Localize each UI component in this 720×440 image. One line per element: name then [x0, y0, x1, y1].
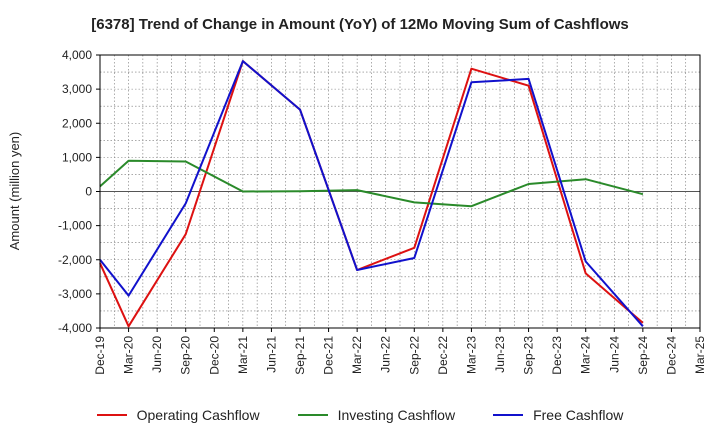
legend-item-operating-cashflow: Operating Cashflow [96, 407, 260, 423]
x-tick-label: Sep-22 [407, 336, 421, 375]
legend-swatch [96, 414, 127, 416]
y-tick-label: 3,000 [62, 82, 92, 96]
legend-label: Operating Cashflow [136, 407, 260, 423]
x-tick-label: Dec-21 [322, 336, 336, 375]
x-tick-label: Sep-21 [293, 336, 307, 375]
x-tick-label: Mar-24 [579, 336, 593, 374]
x-tick-label: Jun-22 [379, 336, 393, 373]
x-tick-label: Dec-19 [93, 336, 107, 375]
series-line-investing-cashflow [99, 159, 644, 208]
x-tick-label: Mar-25 [693, 336, 707, 374]
legend-item-free-cashflow: Free Cashflow [493, 407, 623, 423]
x-tick-label: Jun-24 [607, 336, 621, 373]
x-tick-label: Dec-20 [207, 336, 221, 375]
y-axis-title: Amount (million yen) [7, 132, 22, 251]
legend-swatch [493, 414, 524, 416]
y-tick-label: 0 [85, 185, 92, 199]
x-tick-label: Dec-22 [436, 336, 450, 375]
y-tick-label: 4,000 [62, 48, 92, 62]
y-tick-label: -2,000 [58, 253, 92, 267]
chart-title: [6378] Trend of Change in Amount (YoY) o… [91, 16, 629, 33]
x-tick-label: Mar-23 [464, 336, 478, 374]
y-tick-label: -4,000 [58, 321, 92, 335]
y-tick-label: -3,000 [58, 287, 92, 301]
x-tick-label: Jun-21 [264, 336, 278, 373]
y-tick-label: -1,000 [58, 219, 92, 233]
y-axis: 4,000 3,000 2,000 1,000 0 -1,000 -2,000 -3,000 -… [58, 48, 100, 335]
legend-label: Investing Cashflow [337, 407, 456, 423]
y-tick-label: 1,000 [62, 150, 92, 164]
x-axis: Dec-19 Mar-20 Jun-20 Sep-20 Dec-20 Mar-21 Jun-… [93, 328, 707, 375]
x-tick-label: Jun-20 [150, 336, 164, 373]
series-line-free-cashflow [99, 60, 644, 327]
x-tick-label: Jun-23 [493, 336, 507, 373]
x-tick-label: Sep-20 [179, 336, 193, 375]
legend-swatch [297, 414, 328, 416]
x-tick-label: Sep-24 [636, 336, 650, 375]
legend-label: Free Cashflow [533, 407, 624, 423]
y-tick-label: 2,000 [62, 116, 92, 130]
x-tick-label: Mar-21 [236, 336, 250, 374]
x-tick-label: Mar-20 [122, 336, 136, 374]
legend: Operating Cashflow Investing Cashflow Free… [0, 405, 720, 425]
x-tick-label: Dec-23 [550, 336, 564, 375]
series-group [99, 60, 644, 328]
x-tick-label: Dec-24 [664, 336, 678, 375]
legend-item-investing-cashflow: Investing Cashflow [297, 407, 456, 423]
x-tick-label: Sep-23 [522, 336, 536, 375]
x-tick-label: Mar-22 [350, 336, 364, 374]
